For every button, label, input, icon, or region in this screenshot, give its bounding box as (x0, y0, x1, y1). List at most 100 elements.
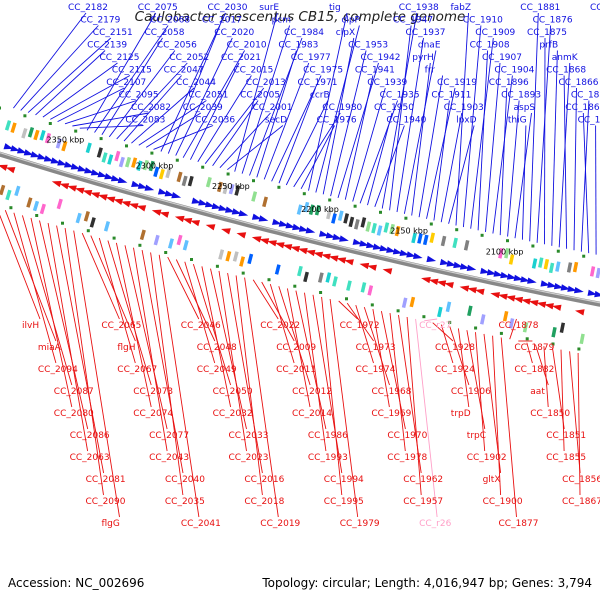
gene-label[interactable]: CC_1938 (399, 3, 439, 13)
gene-label[interactable]: trpC (467, 431, 486, 441)
gene-label[interactable]: CC_1902 (467, 453, 507, 463)
gene-label[interactable]: prfB (539, 41, 558, 51)
gene-label[interactable]: CC_1978 (387, 453, 427, 463)
gene-label[interactable]: CC_2125 (100, 53, 140, 63)
gene-label[interactable]: anmK (552, 53, 579, 63)
gene-label[interactable]: CC_1976 (317, 116, 357, 126)
gene-label[interactable]: CC_2182 (68, 3, 108, 13)
gene-label[interactable]: CC_1983 (278, 41, 318, 51)
gene-label[interactable]: CC_1896 (489, 78, 529, 88)
gene-label[interactable]: CC_1935 (380, 91, 420, 101)
gene-label[interactable]: CC_2012 (292, 387, 332, 397)
gene-label[interactable]: gltX (483, 475, 501, 485)
gene-label[interactable]: CC_1877 (499, 519, 539, 529)
gene-label[interactable]: CC_1911 (431, 91, 471, 101)
gene-label[interactable]: ccrB (310, 91, 330, 101)
gene-label[interactable]: CC_2074 (133, 409, 173, 419)
gene-label[interactable]: CC_1953 (348, 41, 388, 51)
gene-label[interactable]: CC_2033 (229, 431, 269, 441)
gene-label[interactable]: CC_2049 (197, 365, 237, 375)
gene-label[interactable]: CC_1906 (451, 387, 491, 397)
gene-label[interactable]: clpP (341, 16, 360, 26)
gene-label[interactable]: CC_2063 (70, 453, 110, 463)
gene-label[interactable]: clpX (336, 28, 355, 38)
gene-label[interactable]: CC_2082 (131, 103, 171, 113)
gene-label[interactable]: CC_2017 (202, 16, 242, 26)
gene-label[interactable]: CC_1893 (501, 91, 541, 101)
gene-label[interactable]: CC_1855 (546, 453, 586, 463)
gene-label[interactable]: CC_2035 (165, 497, 205, 507)
gene-label[interactable]: CC_1957 (403, 497, 443, 507)
gene-label[interactable]: CC_1864 (565, 103, 600, 113)
gene-label[interactable]: CC_2073 (133, 387, 173, 397)
gene-label[interactable]: CC_2056 (157, 41, 197, 51)
gene-label[interactable]: CC_1970 (387, 431, 427, 441)
gene-label[interactable]: CC_2052 (169, 53, 209, 63)
gene-label[interactable]: aspS (514, 103, 536, 113)
gene-label[interactable]: CC_2005 (240, 91, 280, 101)
gene-label[interactable]: CC_1968 (372, 387, 412, 397)
gene-label[interactable]: flgH (117, 343, 135, 353)
gene-label[interactable]: CC_1910 (463, 16, 503, 26)
gene-label[interactable]: CC_2081 (86, 475, 126, 485)
gene-label[interactable]: CC_1907 (482, 53, 522, 63)
gene-label[interactable]: CC_2151 (93, 28, 133, 38)
gene-label[interactable]: CC_1950 (374, 103, 414, 113)
gene-label[interactable]: CC_1919 (437, 78, 477, 88)
gene-label[interactable]: flgG (102, 519, 120, 529)
gene-label[interactable]: CC_1909 (475, 28, 515, 38)
gene-label[interactable]: fabZ (451, 3, 472, 13)
gene-label[interactable]: CC_2107 (106, 78, 146, 88)
gene-label[interactable]: CC_2014 (292, 409, 332, 419)
gene-label[interactable]: pcm (272, 16, 291, 26)
gene-label[interactable]: frr (425, 66, 436, 76)
gene-label[interactable]: CC_1979 (340, 519, 380, 529)
gene-label[interactable]: CC_1850 (530, 409, 570, 419)
gene-label[interactable]: CC_1941 (355, 66, 395, 76)
gene-label[interactable]: CC_1937 (406, 28, 446, 38)
gene-label[interactable]: CC_r27 (419, 321, 451, 331)
gene-label[interactable]: CC_2047 (164, 66, 204, 76)
gene-label[interactable]: CC_2043 (149, 453, 189, 463)
gene-label[interactable]: CC_1878 (499, 321, 539, 331)
gene-label[interactable]: CC_2094 (38, 365, 78, 375)
gene-label[interactable]: CC_2048 (197, 343, 237, 353)
gene-label[interactable]: CC_1975 (303, 66, 343, 76)
gene-label[interactable]: pyrH (412, 53, 434, 63)
gene-label[interactable]: tig (329, 3, 341, 13)
gene-label[interactable]: CC_1942 (361, 53, 401, 63)
gene-label[interactable]: CC_1973 (356, 343, 396, 353)
gene-label[interactable]: CC_2044 (176, 78, 216, 88)
gene-label[interactable]: CC_2067 (117, 365, 157, 375)
gene-label[interactable]: CC_2032 (213, 409, 253, 419)
gene-label[interactable]: CC_2075 (138, 3, 178, 13)
gene-label[interactable]: CC_1879 (514, 343, 554, 353)
gene-label[interactable]: CC_2009 (276, 343, 316, 353)
gene-label[interactable]: CC_2115 (112, 66, 152, 76)
gene-label[interactable]: CC_2016 (244, 475, 284, 485)
gene-label[interactable]: CC_2051 (188, 91, 228, 101)
gene-label[interactable]: CC_1928 (435, 343, 475, 353)
gene-label[interactable]: CC_1972 (340, 321, 380, 331)
gene-label[interactable]: CC_1851 (546, 431, 586, 441)
gene-label[interactable]: CC_1995 (324, 497, 364, 507)
gene-label[interactable]: CC_2087 (54, 387, 94, 397)
gene-label[interactable]: CC_1939 (367, 78, 407, 88)
gene-label[interactable]: CC_2058 (145, 28, 185, 38)
gene-label[interactable]: CC_1867 (562, 497, 600, 507)
gene-label[interactable]: CC_r26 (419, 519, 451, 529)
gene-label[interactable]: CC_1940 (386, 116, 426, 126)
gene-label[interactable]: CC_1984 (284, 28, 324, 38)
gene-label[interactable]: CC_2080 (54, 409, 94, 419)
gene-label[interactable]: lpxD (456, 116, 477, 126)
gene-label[interactable]: ilvH (22, 321, 39, 331)
gene-label[interactable]: CC_1977 (291, 53, 331, 63)
gene-label[interactable]: CC_1980 (322, 103, 362, 113)
gene-label[interactable]: CC_2020 (214, 28, 254, 38)
gene-label[interactable]: CC_2090 (86, 497, 126, 507)
gene-label[interactable]: CC_1993 (308, 453, 348, 463)
gene-label[interactable]: dnaE (418, 41, 441, 51)
gene-label[interactable]: CC_1866 (559, 78, 599, 88)
gene-label[interactable]: CC_2050 (213, 387, 253, 397)
gene-label[interactable]: miaA (38, 343, 62, 353)
